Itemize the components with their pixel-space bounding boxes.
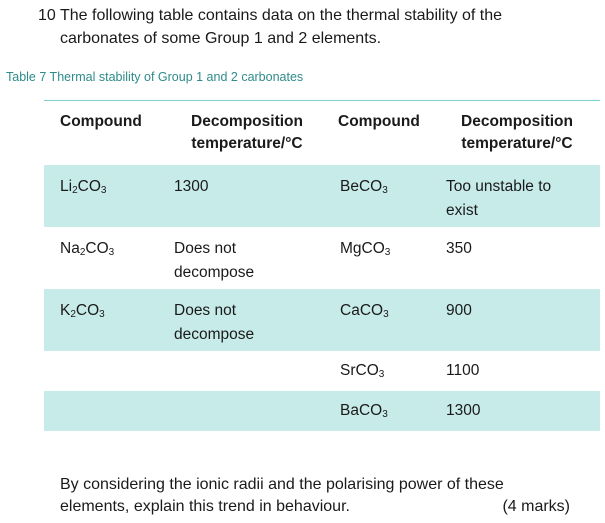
header-decomposition-2: Decomposition temperature/°C <box>448 111 586 155</box>
compound-group2: MgCO3 <box>340 240 391 258</box>
question-text: 10 The following table contains data on t… <box>38 4 578 50</box>
compound-group2: BeCO3 <box>340 178 388 196</box>
question-number: 10 <box>38 7 56 24</box>
header-compound-1: Compound <box>60 113 142 130</box>
table-top-rule <box>44 100 600 101</box>
question-line-1: 10 The following table contains data on t… <box>38 4 578 27</box>
question-line1-text: The following table contains data on the… <box>60 7 503 24</box>
table-row: Li2CO3 1300 BeCO3 Too unstable to exist <box>44 165 600 227</box>
decomposition-temp-group2: 1300 <box>446 402 481 419</box>
marks-label: (4 marks) <box>502 498 570 515</box>
decomposition-temp-group1: Does not decompose <box>174 240 255 281</box>
table-header-row: Compound Decomposition temperature/°C Co… <box>44 101 600 165</box>
header-decomp1-line1: Decomposition <box>191 113 303 130</box>
decomposition-temp-group2: Too unstable to exist <box>446 178 552 219</box>
carbonate-table: Compound Decomposition temperature/°C Co… <box>44 100 600 431</box>
question-prompt: By considering the ionic radii and the p… <box>60 474 580 518</box>
decomposition-temp-group2: 350 <box>446 240 472 257</box>
header-decomposition-1: Decomposition temperature/°C <box>178 111 316 155</box>
header-decomp2-line1: Decomposition <box>461 113 573 130</box>
table-row: BaCO3 1300 <box>44 391 600 431</box>
decomposition-temp-group1: 1300 <box>174 178 209 195</box>
prompt-line-1: By considering the ionic radii and the p… <box>60 476 504 493</box>
compound-group1: Li2CO3 <box>60 178 107 196</box>
compound-group2: SrCO3 <box>340 362 385 380</box>
table-row: K2CO3 Does not decompose CaCO3 900 <box>44 289 600 351</box>
decomposition-temp-group2: 900 <box>446 302 472 319</box>
compound-group1: Na2CO3 <box>60 240 115 258</box>
decomposition-temp-group1: Does not decompose <box>174 302 255 343</box>
compound-group2: CaCO3 <box>340 302 389 320</box>
question-line-2: carbonates of some Group 1 and 2 element… <box>60 30 382 47</box>
table-row: SrCO3 1100 <box>44 351 600 391</box>
header-decomp1-line2: temperature/°C <box>191 135 303 152</box>
table-row: Na2CO3 Does not decompose MgCO3 350 <box>44 227 600 289</box>
compound-group1: K2CO3 <box>60 302 105 320</box>
prompt-line-2: elements, explain this trend in behaviou… <box>60 498 350 515</box>
header-decomp2-line2: temperature/°C <box>461 135 573 152</box>
compound-group2: BaCO3 <box>340 402 388 420</box>
table-caption: Table 7 Thermal stability of Group 1 and… <box>6 70 304 84</box>
header-compound-2: Compound <box>338 113 420 130</box>
decomposition-temp-group2: 1100 <box>446 362 480 379</box>
